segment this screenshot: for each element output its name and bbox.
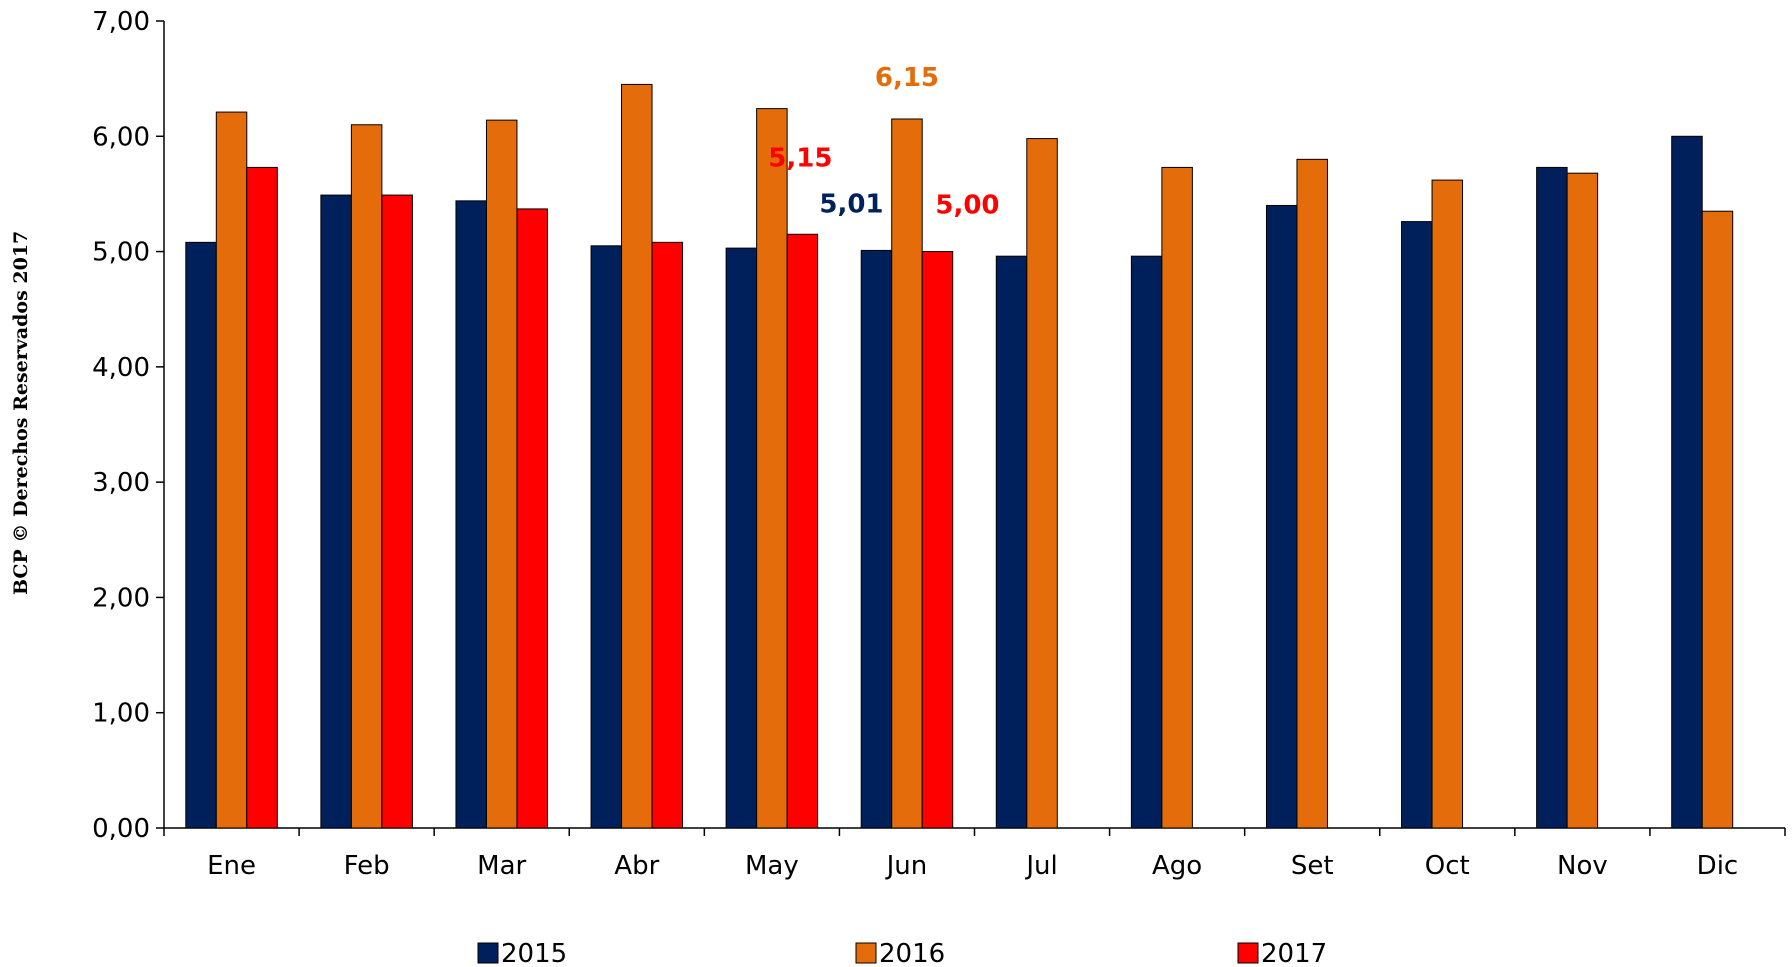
bar-2017-Mar (516, 208, 548, 829)
bar-2017-Abr (651, 241, 684, 829)
bar-2016-Jun (891, 118, 923, 829)
chart-axes: 0,00 1,00 2,00 3,00 4,00 5,00 6,00 7,00 Ene Feb Ma… (92, 7, 1786, 881)
bar-2015-Ago (1130, 255, 1163, 829)
bar-2015-Feb (320, 194, 352, 829)
data-label-2017-May: 5,15 (768, 143, 832, 173)
x-tick-label: Dic (1697, 851, 1739, 881)
bar-2016-Dic (1701, 210, 1734, 829)
bar-2016-Set (1296, 158, 1328, 829)
bar-2016-Nov (1566, 172, 1599, 829)
x-tick-label: Jun (885, 851, 928, 881)
x-tick-label: Ago (1152, 851, 1202, 881)
x-tick-label: Oct (1425, 851, 1470, 881)
legend-label-2016: 2016 (879, 939, 945, 967)
legend-swatch-2017 (1237, 942, 1259, 964)
bar-2016-May (756, 108, 788, 829)
y-tick-label: 4,00 (92, 353, 150, 383)
bar-2015-Abr (590, 245, 623, 829)
bar-2016-Feb (350, 124, 383, 829)
x-tick-label: May (745, 851, 799, 881)
data-label-2015-Jun: 5,01 (819, 189, 883, 219)
y-tick-label: 5,00 (92, 238, 150, 268)
x-tick-label: Ene (207, 851, 256, 881)
bar-2015-May (725, 247, 758, 829)
bar-2016-Ene (215, 111, 248, 829)
data-label-2017-Jun: 5,00 (935, 191, 999, 221)
y-tick-label: 7,00 (92, 7, 150, 37)
data-label-2016-Jun: 6,15 (875, 63, 939, 93)
y-tick-label: 2,00 (92, 583, 150, 613)
bar-2015-Dic (1671, 135, 1703, 829)
y-tick-label: 6,00 (92, 122, 150, 152)
bar-2015-Ene (185, 241, 217, 829)
bar-2015-Jul (995, 255, 1028, 829)
data-labels: 6,15 5,15 5,01 5,00 (768, 63, 999, 221)
x-tick-label: Jul (1024, 851, 1057, 881)
bar-2017-Feb (381, 194, 413, 829)
bar-2015-Nov (1536, 166, 1568, 829)
y-tick-label: 1,00 (92, 699, 150, 729)
bar-2016-Jul (1026, 138, 1058, 829)
legend-swatch-2015 (477, 942, 499, 964)
bar-2015-Oct (1401, 221, 1433, 829)
x-tick-label: Feb (344, 851, 390, 881)
copyright-side-label: BCP © Derechos Reservados 2017 (10, 231, 32, 595)
bar-2015-Jun (860, 249, 893, 829)
bar-2015-Set (1265, 204, 1298, 829)
x-tick-label: Mar (477, 851, 526, 881)
bar-2017-Ene (246, 166, 278, 829)
legend-swatch-2016 (855, 942, 877, 964)
legend-label-2015: 2015 (501, 939, 567, 967)
bar-2017-May (786, 233, 819, 829)
legend-label-2017: 2017 (1261, 939, 1327, 967)
bar-2016-Abr (621, 83, 653, 829)
bar-2017-Jun (921, 251, 954, 829)
bar-2016-Oct (1431, 179, 1464, 829)
y-tick-label: 0,00 (92, 814, 150, 844)
y-tick-label: 3,00 (92, 468, 150, 498)
x-tick-label: Abr (614, 851, 659, 881)
x-tick-label: Nov (1557, 851, 1608, 881)
x-tick-label: Set (1291, 851, 1334, 881)
chart-legend: 2015 2016 2017 (477, 939, 1327, 967)
bar-2016-Mar (485, 119, 518, 829)
bar-2015-Mar (455, 200, 487, 829)
bar-2016-Ago (1161, 166, 1193, 829)
chart-bars (185, 83, 1734, 829)
